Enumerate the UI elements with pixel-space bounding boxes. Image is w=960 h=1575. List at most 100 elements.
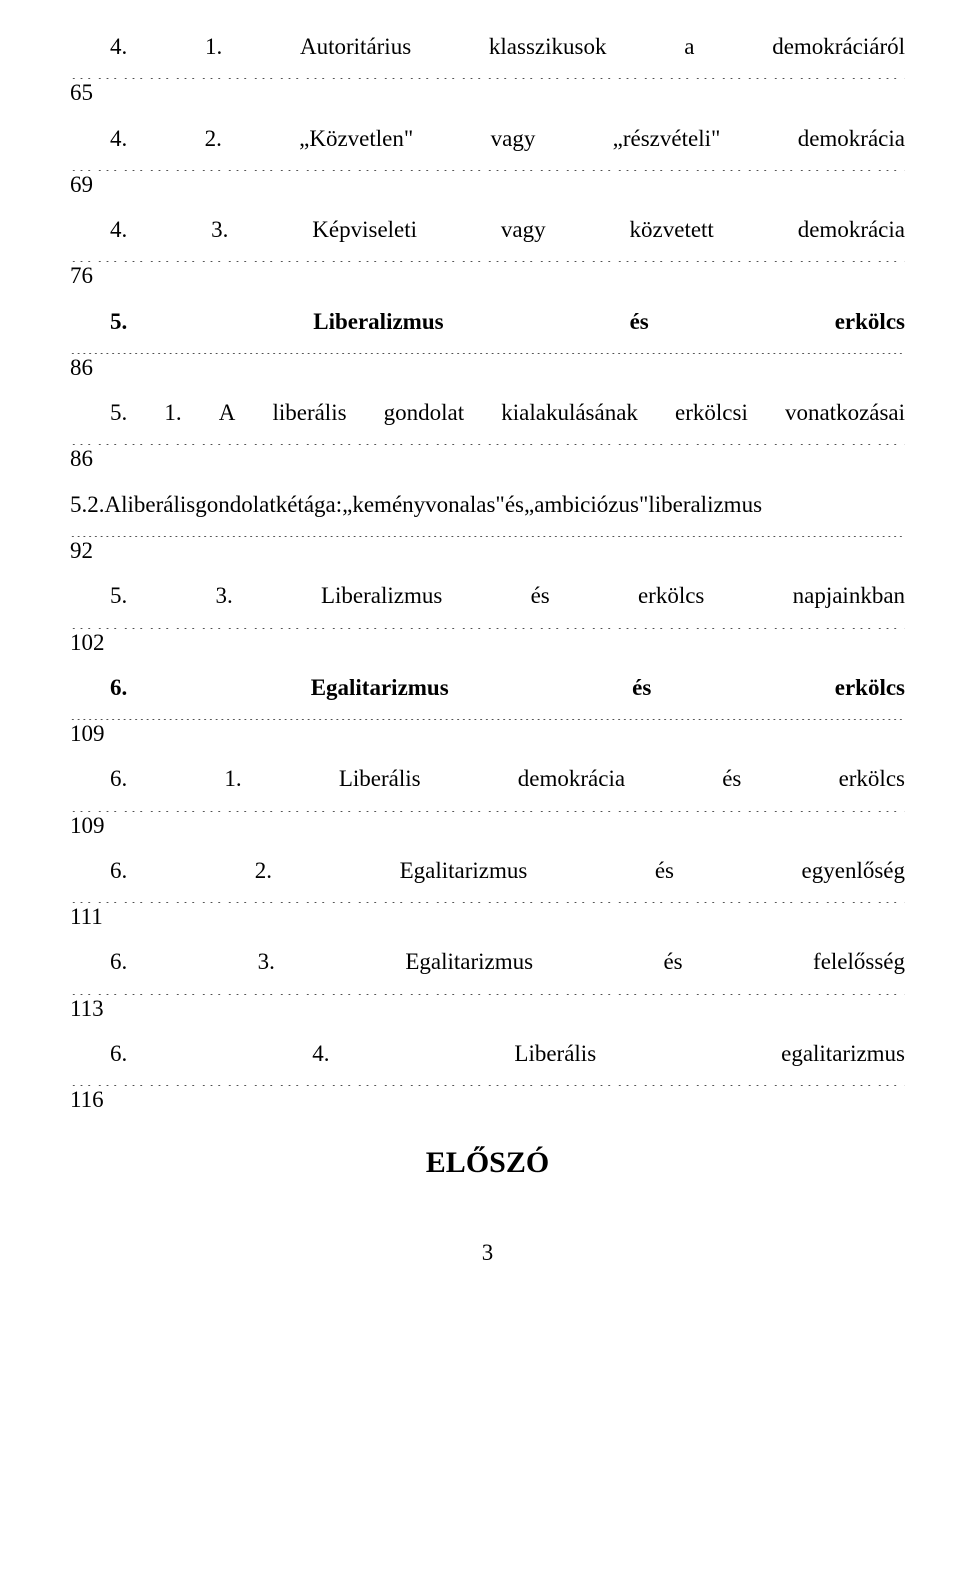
toc-word: erkölcs	[839, 762, 905, 795]
toc-word: A	[105, 488, 122, 521]
toc-page: 65	[70, 77, 905, 109]
toc-title: 6. 1. Liberális demokrácia és erkölcs	[70, 762, 905, 795]
toc-word: napjainkban	[793, 579, 905, 612]
toc-word: A	[219, 396, 236, 429]
toc-word: két	[276, 488, 304, 521]
toc-word: 1.	[205, 30, 222, 63]
toc-word: és	[663, 945, 682, 978]
toc-container: 4. 1. Autoritárius klasszikusok a demokráciár…	[70, 30, 905, 1116]
toc-word: klasszikusok	[489, 30, 607, 63]
toc-word: erkölcsi	[675, 396, 748, 429]
toc-word: demokrácia	[798, 122, 905, 155]
toc-word: Egalitarizmus	[311, 671, 449, 704]
toc-word: „ambiciózus"	[524, 488, 648, 521]
toc-leader-dots: ……………………………………………………………………………………………………………	[70, 1068, 905, 1086]
toc-leader-dots: ……………………………………………………………………………………………………………	[70, 885, 905, 903]
toc-leader-dots: ........................................…	[70, 702, 905, 720]
toc-title: 6.2.Egalitarizmusésegyenlőség	[70, 854, 905, 887]
toc-word: 2.	[255, 854, 272, 887]
toc-word: ága:	[304, 488, 342, 521]
toc-word: 6.	[110, 1037, 127, 1070]
toc-leader-dots: ........................................…	[70, 519, 905, 537]
toc-title: 5.Liberalizmuséserkölcs	[70, 305, 905, 338]
toc-word: 3.	[258, 945, 275, 978]
toc-word: közvetett	[630, 213, 714, 246]
toc-word: „Közvetlen"	[299, 122, 413, 155]
toc-word: liberális	[272, 396, 346, 429]
toc-word: és	[531, 579, 550, 612]
toc-word: „részvételi"	[613, 122, 721, 155]
toc-word: vagy	[501, 213, 546, 246]
toc-word: és	[505, 488, 524, 521]
toc-entry: 5.1.Aliberálisgondolatkialakulásánakerkö…	[70, 396, 905, 476]
toc-word: Liberalizmus	[313, 305, 443, 338]
toc-entry: 6. 1. Liberális demokrácia és erkölcs………………………	[70, 762, 905, 842]
toc-word: és	[722, 762, 741, 795]
toc-word: 4.	[110, 122, 127, 155]
page-number: 3	[70, 1240, 905, 1266]
toc-word: demokráciáról	[772, 30, 905, 63]
toc-title: 5.1.Aliberálisgondolatkialakulásánakerkö…	[70, 396, 905, 429]
toc-word: 2.	[87, 488, 104, 521]
toc-word: Autoritárius	[300, 30, 411, 63]
toc-entry: 5.3.Liberalizmuséserkölcsnapjainkban……………	[70, 579, 905, 659]
toc-entry: 4.3.Képviseletivagyközvetettdemokrácia………	[70, 213, 905, 293]
toc-word: 4.	[110, 30, 127, 63]
toc-word: 3.	[211, 213, 228, 246]
toc-word: liberális	[121, 488, 195, 521]
toc-leader-dots: ……………………………………………………………………………………………………………	[70, 611, 905, 629]
toc-word: demokrácia	[798, 213, 905, 246]
toc-entry: 4.2.„Közvetlen"vagy„részvételi"demokráci…	[70, 122, 905, 202]
toc-leader-dots: ……………………………………………………………………………………………………………	[70, 153, 905, 171]
toc-word: gondolat	[195, 488, 276, 521]
toc-word: „keményvonalas"	[342, 488, 505, 521]
toc-leader-dots: ……………………………………………………………………………………………………………	[70, 794, 905, 812]
toc-word: a	[684, 30, 694, 63]
toc-title: 6. Egalitarizmus és erkölcs	[70, 671, 905, 704]
toc-word: 5.	[110, 579, 127, 612]
toc-word: Liberális	[339, 762, 421, 795]
toc-word: erkölcs	[638, 579, 704, 612]
toc-word: 1.	[164, 396, 181, 429]
toc-word: vonatkozásai	[785, 396, 905, 429]
toc-word: 6.	[110, 945, 127, 978]
toc-title: 6.4.Liberálisegalitarizmus	[70, 1037, 905, 1070]
toc-page: 102	[70, 627, 905, 659]
toc-page: 92	[70, 535, 905, 567]
toc-entry: 6.4.Liberálisegalitarizmus………………………………………	[70, 1037, 905, 1117]
toc-word: erkölcs	[835, 671, 905, 704]
toc-title: 5. 2. A liberális gondolat két ága: „kem…	[70, 488, 905, 521]
toc-leader-dots: ……………………………………………………………………………………………………………	[70, 977, 905, 995]
toc-word: 4.	[110, 213, 127, 246]
toc-word: egyenlőség	[802, 854, 905, 887]
toc-word: demokrácia	[518, 762, 625, 795]
toc-leader-dots: ……………………………………………………………………………………………………………	[70, 61, 905, 79]
toc-word: 5.	[110, 396, 127, 429]
toc-entry: 6.2.Egalitarizmusésegyenlőség………………………………	[70, 854, 905, 934]
toc-word: 1.	[224, 762, 241, 795]
toc-word: Egalitarizmus	[400, 854, 528, 887]
toc-word: kialakulásának	[501, 396, 638, 429]
toc-entry: 5. 2. A liberális gondolat két ága: „kem…	[70, 488, 905, 568]
toc-word: liberalizmus	[648, 488, 762, 521]
toc-word: 5.	[70, 488, 87, 521]
toc-word: és	[632, 671, 651, 704]
toc-word: erkölcs	[835, 305, 905, 338]
toc-page: 109	[70, 810, 905, 842]
toc-word: 6.	[110, 671, 127, 704]
toc-page: 69	[70, 169, 905, 201]
toc-word: 6.	[110, 762, 127, 795]
toc-word: Képviseleti	[312, 213, 417, 246]
toc-word: felelősség	[813, 945, 905, 978]
toc-word: 3.	[215, 579, 232, 612]
toc-page: 116	[70, 1084, 905, 1116]
toc-entry: 6.3.Egalitarizmusésfelelősség………………………………	[70, 945, 905, 1025]
toc-title: 4. 3. Képviseleti vagy közvetett demokrácia	[70, 213, 905, 246]
toc-word: vagy	[491, 122, 536, 155]
toc-title: 4.2.„Közvetlen"vagy„részvételi"demokráci…	[70, 122, 905, 155]
toc-word: és	[655, 854, 674, 887]
toc-title: 5.3.Liberalizmuséserkölcsnapjainkban	[70, 579, 905, 612]
toc-page: 76	[70, 260, 905, 292]
toc-leader-dots: ........................................…	[70, 336, 905, 354]
toc-page: 86	[70, 352, 905, 384]
